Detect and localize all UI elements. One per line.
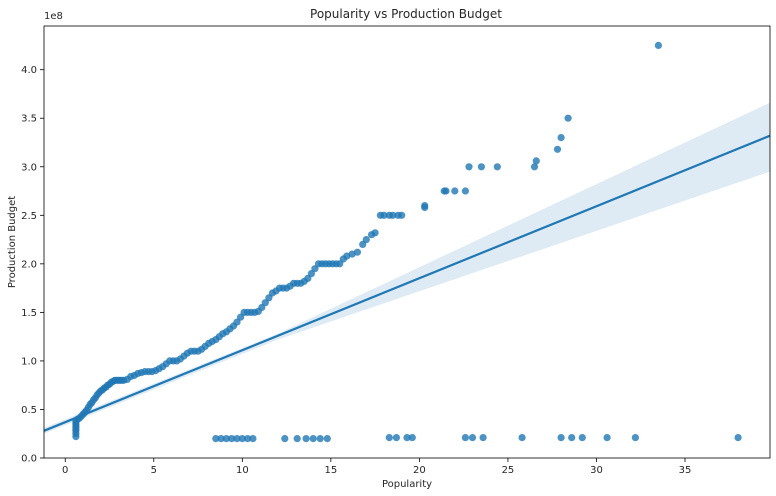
regression-line-group <box>43 134 771 432</box>
data-point <box>468 434 477 442</box>
data-points <box>72 41 742 443</box>
data-point <box>461 434 469 442</box>
plot-frame <box>43 25 771 459</box>
data-point <box>222 435 230 443</box>
data-point <box>479 434 487 442</box>
x-tick-label: 10 <box>236 465 249 476</box>
data-point <box>249 435 257 443</box>
data-point <box>654 41 663 50</box>
y-tick-label: 0.0 <box>21 454 37 465</box>
data-point <box>380 211 388 219</box>
confidence-band-area <box>44 102 770 434</box>
data-point <box>309 435 317 443</box>
regression-line <box>43 134 771 432</box>
x-axis-title: Popularity <box>382 479 432 490</box>
data-point <box>371 229 379 237</box>
chart-title: Popularity vs Production Budget <box>310 7 502 21</box>
x-tick-label: 30 <box>590 465 603 476</box>
y-tick-label: 1.0 <box>21 356 37 367</box>
data-point <box>518 434 526 442</box>
data-point <box>398 211 406 219</box>
data-point <box>477 163 485 171</box>
x-tick-label: 5 <box>151 465 157 476</box>
data-point <box>603 434 611 442</box>
data-point <box>553 145 562 153</box>
data-point <box>421 203 429 212</box>
data-point <box>281 435 289 443</box>
x-axis: 0 5 10 15 20 25 30 35 <box>62 458 691 476</box>
y-axis-title: Production Budget <box>7 196 18 288</box>
x-tick-label: 20 <box>413 465 426 476</box>
data-point <box>385 434 393 442</box>
y-tick-label: 3.0 <box>21 162 37 173</box>
y-offset-label: 1e8 <box>44 11 63 22</box>
data-point <box>557 434 565 442</box>
data-point <box>530 163 539 171</box>
y-tick-label: 3.5 <box>21 114 37 125</box>
data-point <box>564 114 572 122</box>
data-point <box>316 435 324 443</box>
x-tick-label: 35 <box>679 465 692 476</box>
data-point <box>408 434 416 442</box>
y-tick-label: 4.0 <box>21 65 37 76</box>
y-tick-label: 2.0 <box>21 259 37 270</box>
data-point <box>323 435 331 443</box>
data-point <box>302 435 310 443</box>
data-point <box>493 163 501 171</box>
data-point <box>557 134 565 142</box>
confidence-band <box>44 102 770 434</box>
data-point <box>293 435 301 443</box>
data-point <box>238 435 246 443</box>
data-point <box>451 187 459 195</box>
data-point <box>233 435 241 443</box>
x-tick-label: 15 <box>324 465 337 476</box>
y-tick-label: 2.5 <box>21 211 37 222</box>
data-point <box>392 434 400 442</box>
data-point <box>228 435 236 443</box>
x-tick-label: 0 <box>62 465 68 476</box>
data-point <box>532 157 540 165</box>
data-point <box>442 187 450 195</box>
data-point <box>568 434 576 442</box>
data-point <box>244 435 252 443</box>
data-point <box>217 435 225 443</box>
data-point <box>578 434 586 442</box>
data-point <box>389 211 397 219</box>
y-axis: 0.0 0.5 1.0 1.5 2.0 2.5 3.0 3.5 4.0 <box>21 65 44 465</box>
data-point <box>353 248 361 256</box>
y-tick-label: 0.5 <box>21 405 37 416</box>
y-tick-label: 1.5 <box>21 308 37 319</box>
data-point <box>362 236 370 244</box>
data-point <box>403 434 411 442</box>
x-tick-label: 25 <box>502 465 515 476</box>
data-point <box>734 434 742 442</box>
data-point <box>465 163 473 171</box>
data-point <box>212 435 220 443</box>
data-point <box>461 187 469 195</box>
data-point <box>631 434 640 442</box>
